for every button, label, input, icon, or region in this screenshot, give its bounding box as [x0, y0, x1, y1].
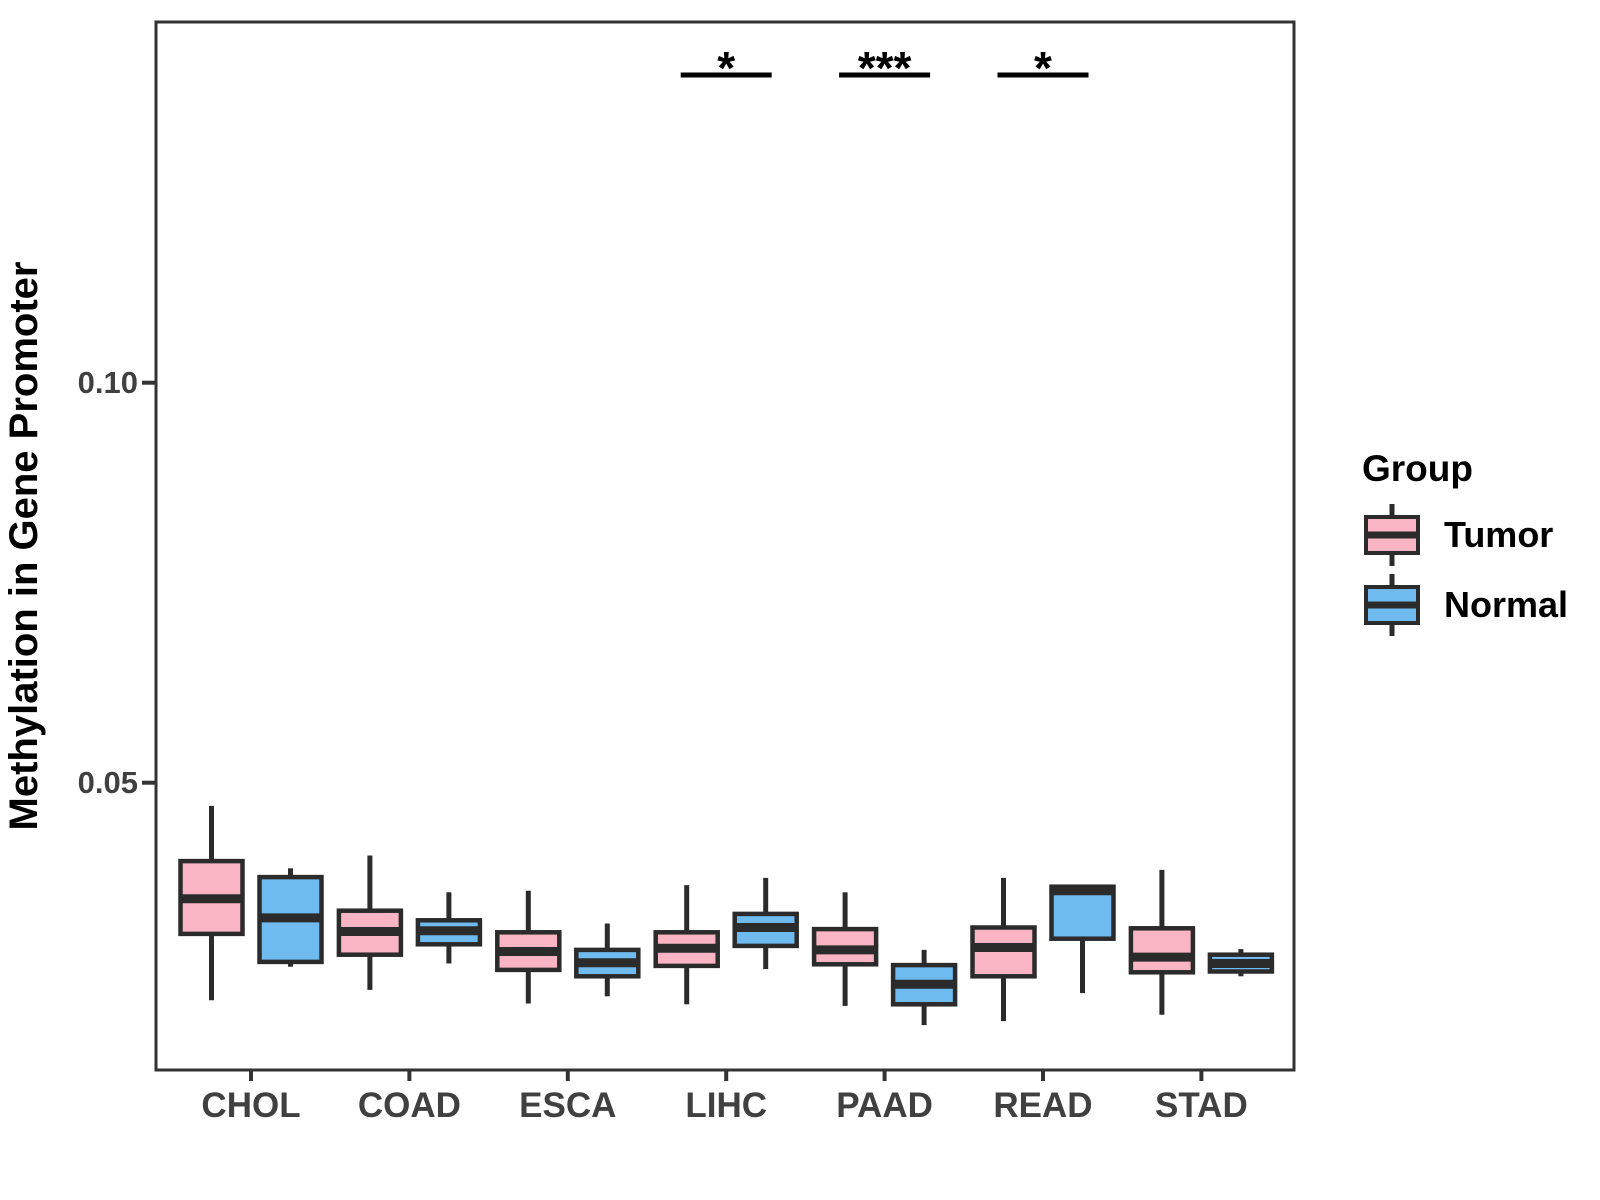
legend: Group Tumor Normal — [1362, 448, 1568, 640]
x-tick-label-paad: PAAD — [836, 1086, 933, 1125]
significance-stars-paad: *** — [858, 42, 912, 94]
legend-item-tumor: Tumor — [1362, 500, 1568, 570]
box-normal-read — [1049, 884, 1116, 941]
y-axis-title: Methylation in Gene Promoter — [2, 261, 46, 831]
legend-label-normal: Normal — [1444, 584, 1569, 625]
legend-boxplot-glyph-tumor — [1364, 504, 1420, 566]
panel-border — [154, 20, 1296, 1072]
significance-stars-read: * — [1034, 42, 1052, 94]
x-tick-label-read: READ — [993, 1086, 1093, 1125]
x-tick-label-lihc: LIHC — [685, 1086, 768, 1125]
x-tick-label-coad: COAD — [357, 1086, 461, 1125]
legend-title: Group — [1362, 448, 1473, 489]
x-tick-label-stad: STAD — [1155, 1086, 1248, 1125]
legend-label-tumor: Tumor — [1444, 514, 1554, 555]
legend-item-normal: Normal — [1362, 570, 1568, 640]
y-tick-label: 0.05 — [77, 764, 138, 800]
significance-stars-lihc: * — [717, 42, 735, 94]
legend-boxplot-glyph-normal — [1364, 574, 1420, 636]
x-tick-label-esca: ESCA — [519, 1086, 617, 1125]
x-tick-label-chol: CHOL — [201, 1086, 301, 1125]
box-tumor-stad — [1128, 926, 1196, 975]
y-tick-label: 0.10 — [77, 364, 138, 400]
legend-items: Tumor Normal — [1362, 500, 1568, 640]
